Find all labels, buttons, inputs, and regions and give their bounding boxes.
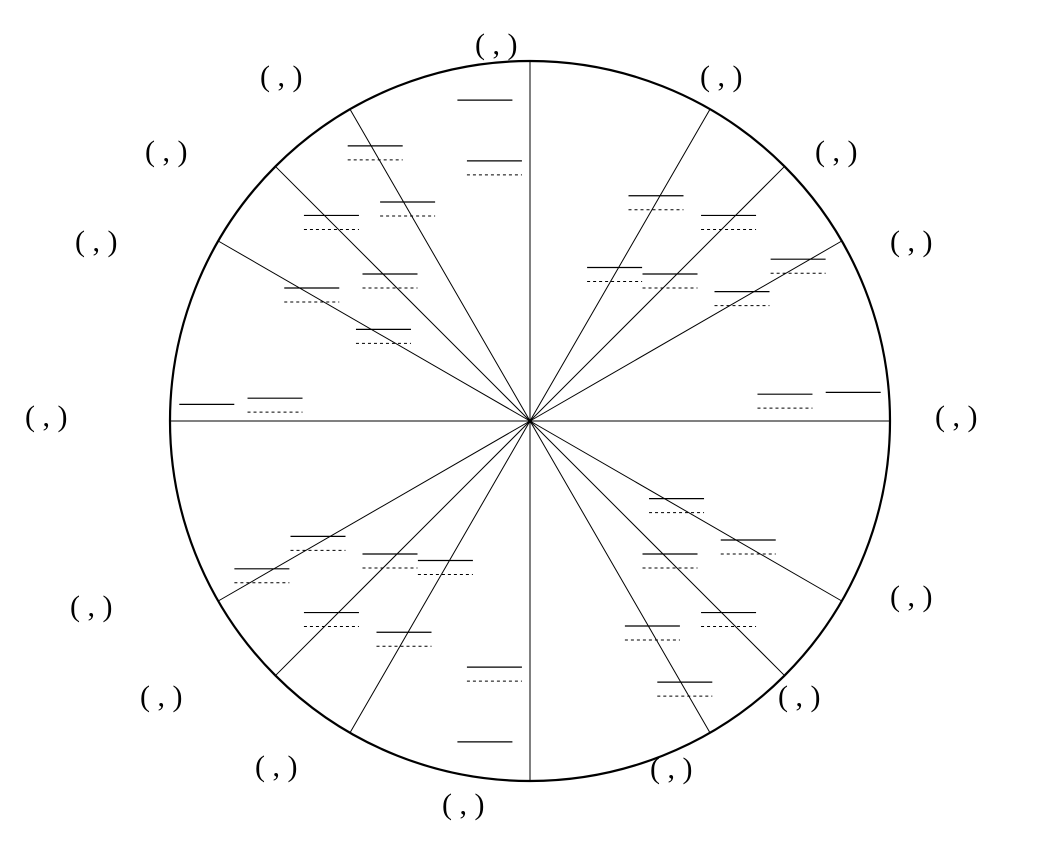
radius-line-300	[530, 421, 710, 733]
radius-line-315	[530, 421, 785, 676]
radius-line-225	[275, 421, 530, 676]
coord-label-0: ( , )	[935, 400, 977, 434]
coord-label-120: ( , )	[260, 60, 302, 94]
radius-line-120	[350, 109, 530, 421]
unit-circle-diagram: ( , ) ( , ) ( , ) ( , ) ( , ) ( , ) ( , ) ( , )…	[0, 0, 1061, 843]
radius-line-240	[350, 421, 530, 733]
coord-label-30: ( , )	[890, 225, 932, 259]
coord-label-315: ( , )	[778, 680, 820, 714]
coord-label-45: ( , )	[815, 135, 857, 169]
radius-line-135	[275, 166, 530, 421]
radius-line-60	[530, 109, 710, 421]
radius-line-330	[530, 421, 842, 601]
radius-line-210	[218, 421, 530, 601]
coord-label-135: ( , )	[145, 135, 187, 169]
radius-line-150	[218, 241, 530, 421]
coord-label-180: ( , )	[25, 400, 67, 434]
coord-label-270: ( , )	[442, 788, 484, 822]
coord-label-90: ( , )	[475, 28, 517, 62]
coord-label-150: ( , )	[75, 225, 117, 259]
coord-label-60: ( , )	[700, 60, 742, 94]
coord-label-300: ( , )	[650, 752, 692, 786]
radius-line-45	[530, 166, 785, 421]
coord-label-225: ( , )	[140, 680, 182, 714]
unit-circle-svg	[0, 0, 1061, 843]
coord-label-330: ( , )	[890, 580, 932, 614]
coord-label-240: ( , )	[255, 750, 297, 784]
coord-label-210: ( , )	[70, 590, 112, 624]
